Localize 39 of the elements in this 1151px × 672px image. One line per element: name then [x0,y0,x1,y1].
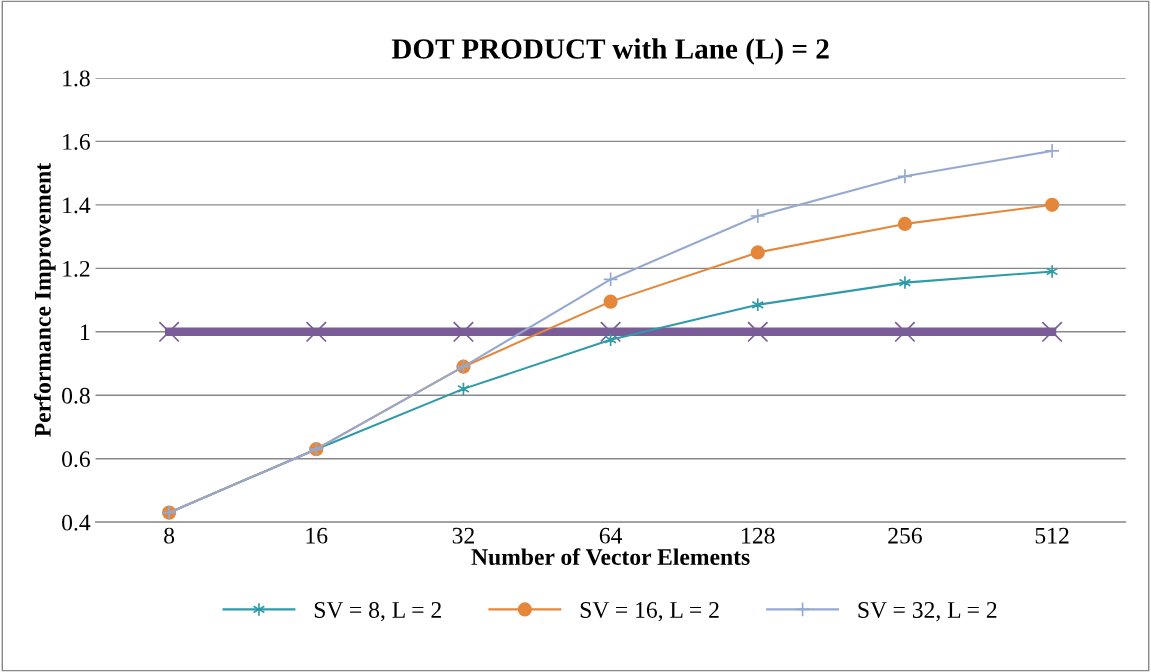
legend-label: SV = 16, L = 2 [580,602,719,622]
y-tick-label: 1 [80,324,90,340]
chart-title: DOT PRODUCT with Lane (L) = 2 [391,38,829,65]
point [1045,197,1060,212]
y-tick-label: 0.4 [62,514,91,531]
x-tick-label: 512 [1035,527,1069,544]
point [452,321,474,343]
point [305,321,327,343]
legend-label: SV = 32, L = 2 [858,602,997,622]
point [603,294,618,309]
y-tick-label: 1.2 [63,260,90,277]
legend-label: SV = 8, L = 2 [314,601,441,622]
point [1041,321,1063,343]
x-tick-label: 16 [306,527,328,544]
point [600,321,622,343]
y-tick-label: 0.8 [62,387,90,404]
x-tick-label: 256 [888,527,922,544]
y-tick-label: 1.8 [63,70,90,87]
point [750,245,765,260]
x-tick-label: 32 [452,527,474,544]
point [897,168,913,185]
point [897,216,913,231]
point [894,321,916,343]
point [747,321,769,343]
point [751,297,765,312]
y-tick-label: 1.6 [63,133,90,150]
y-tick-label: 0.6 [62,451,90,468]
point [749,208,766,224]
point [1044,143,1060,159]
point [602,271,619,288]
point [1045,264,1059,279]
point [158,321,180,343]
x-tick-label: 8 [164,527,175,544]
x-tick-label: 128 [742,527,775,544]
x-axis-title: Number of Vector Elements [471,548,750,566]
point [898,275,912,290]
y-tick-label: 1.4 [63,197,91,214]
y-axis-title: Performance Improvement [33,163,56,437]
x-tick-label: 64 [599,527,623,544]
